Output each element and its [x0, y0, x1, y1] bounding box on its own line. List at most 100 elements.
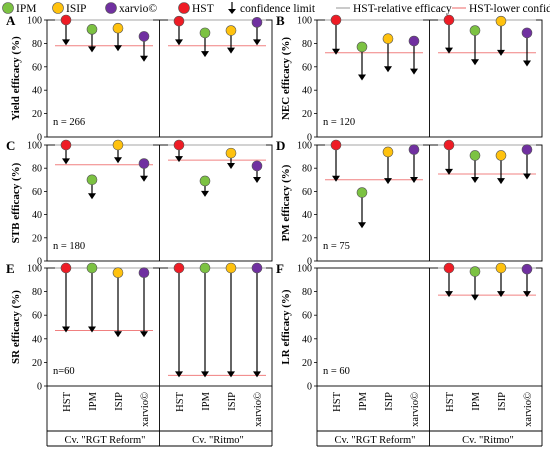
- panel-F: F LR efficacy (%) 0 20 40 60 80 100 n = 60 HST IPM…: [276, 261, 543, 447]
- y-tick-label: 80: [302, 39, 312, 50]
- x-category-label: xarvio©: [140, 392, 151, 427]
- legend-item-5: HST-relative efficacy: [336, 3, 452, 15]
- y-tick-label: 20: [302, 233, 312, 244]
- data-point-ipm: [86, 174, 98, 186]
- y-tick-label: 100: [297, 16, 312, 27]
- x-category-label: IPM: [88, 391, 99, 410]
- data-point-hst: [443, 14, 455, 26]
- legend-item-2: xarvio©: [105, 2, 157, 15]
- confidence-arrowhead: [253, 176, 261, 183]
- data-point-xarvio: [408, 35, 420, 47]
- y-tick-label: 20: [32, 233, 42, 244]
- confidence-arrowhead: [332, 48, 340, 55]
- x-category-label: HST: [175, 391, 186, 411]
- confidence-arrowhead: [227, 47, 235, 54]
- confidence-arrowhead: [88, 193, 96, 200]
- y-tick-label: 0: [307, 382, 312, 393]
- confidence-arrowhead: [227, 371, 235, 378]
- y-tick-label: 80: [302, 287, 312, 298]
- y-tick-label: 0: [37, 257, 42, 268]
- legend-label: xarvio©: [119, 3, 157, 15]
- confidence-arrowhead: [445, 291, 453, 298]
- data-point-isip: [112, 267, 124, 279]
- confidence-arrowhead: [114, 157, 122, 164]
- cultivar-label: Cv. "RGT Reform": [65, 435, 146, 446]
- data-point-hst: [443, 139, 455, 151]
- data-point-ipm: [469, 25, 481, 36]
- confidence-arrowhead: [88, 326, 96, 333]
- data-point-xarvio: [251, 160, 263, 172]
- data-point-hst: [173, 139, 185, 151]
- confidence-arrowhead: [523, 291, 531, 298]
- confidence-arrowhead: [201, 371, 209, 378]
- legend-marker: [52, 2, 64, 14]
- y-axis-label: PM efficacy (%): [280, 164, 292, 241]
- legend-marker: [105, 2, 117, 14]
- y-axis-label: SR efficacy (%): [10, 290, 22, 364]
- data-point-hst: [173, 15, 185, 27]
- data-point-ipm: [199, 262, 211, 274]
- y-tick-label: 0: [307, 133, 312, 144]
- y-tick-label: 40: [302, 334, 312, 345]
- cultivar-label: Cv. "Ritmo": [462, 435, 514, 446]
- data-point-hst: [330, 139, 342, 151]
- confidence-arrowhead: [358, 222, 366, 229]
- y-tick-label: 80: [32, 39, 42, 50]
- x-category-label: ISIP: [497, 392, 508, 411]
- confidence-arrowhead: [410, 176, 418, 183]
- y-tick-label: 20: [302, 109, 312, 120]
- y-tick-label: 100: [297, 264, 312, 275]
- y-tick-label: 100: [27, 141, 42, 152]
- data-point-xarvio: [251, 17, 263, 28]
- data-point-xarvio: [408, 144, 420, 155]
- sample-size-label: n = 60: [323, 366, 350, 377]
- x-axis-labels: HST IPM ISIP xarvio© Cv. "RGT Reform" HST IPM I…: [46, 386, 273, 447]
- confidence-arrowhead: [471, 176, 479, 183]
- x-category-label: HST: [332, 391, 343, 411]
- legend-marker: [178, 2, 190, 14]
- data-point-isip: [112, 139, 124, 151]
- x-category-label: xarvio©: [410, 392, 421, 427]
- confidence-arrowhead: [358, 74, 366, 81]
- y-tick-label: 20: [32, 109, 42, 120]
- panel-tag: C: [6, 138, 15, 153]
- x-category-label: IPM: [358, 391, 369, 410]
- data-point-isip: [112, 22, 124, 34]
- confidence-arrowhead: [523, 60, 531, 67]
- x-axis-labels: HST IPM ISIP xarvio© Cv. "RGT Reform" HST IPM I…: [316, 386, 543, 447]
- sample-size-label: n = 180: [53, 241, 85, 252]
- sample-size-label: n = 120: [323, 117, 355, 128]
- legend-label: IPM: [16, 3, 36, 15]
- panel-C: C STB efficacy (%) 0 20 40 60 80 100 n = 180: [6, 138, 273, 268]
- confidence-arrowhead: [384, 178, 392, 185]
- y-tick-label: 80: [32, 287, 42, 298]
- confidence-arrowhead: [497, 291, 505, 298]
- panel-B: B NEC efficacy (%) 0 20 40 60 80 100 n = 120: [276, 13, 543, 144]
- sample-size-label: n=60: [53, 366, 75, 377]
- confidence-arrowhead: [201, 51, 209, 58]
- y-tick-label: 60: [302, 311, 312, 322]
- legend-arrow-head: [228, 9, 236, 14]
- legend: IPM ISIP xarvio© HST confidence limit HST-rel…: [2, 2, 550, 15]
- legend-item-0: IPM: [2, 2, 36, 15]
- y-tick-label: 0: [307, 257, 312, 268]
- y-tick-label: 0: [37, 382, 42, 393]
- y-tick-label: 60: [302, 187, 312, 198]
- data-point-hst: [330, 14, 342, 26]
- data-point-xarvio: [251, 262, 263, 274]
- confidence-arrowhead: [227, 163, 235, 170]
- data-point-xarvio: [138, 31, 150, 42]
- y-axis-label: LR efficacy (%): [280, 289, 292, 364]
- confidence-arrowhead: [62, 39, 70, 46]
- confidence-arrowhead: [497, 49, 505, 56]
- y-tick-label: 40: [302, 210, 312, 221]
- data-point-xarvio: [521, 27, 533, 39]
- confidence-arrowhead: [114, 331, 122, 338]
- legend-label: HST: [192, 3, 214, 15]
- y-axis-label: STB efficacy (%): [10, 162, 22, 243]
- y-tick-label: 80: [32, 164, 42, 175]
- confidence-arrowhead: [140, 55, 148, 62]
- y-tick-label: 80: [302, 164, 312, 175]
- data-point-hst: [60, 262, 72, 274]
